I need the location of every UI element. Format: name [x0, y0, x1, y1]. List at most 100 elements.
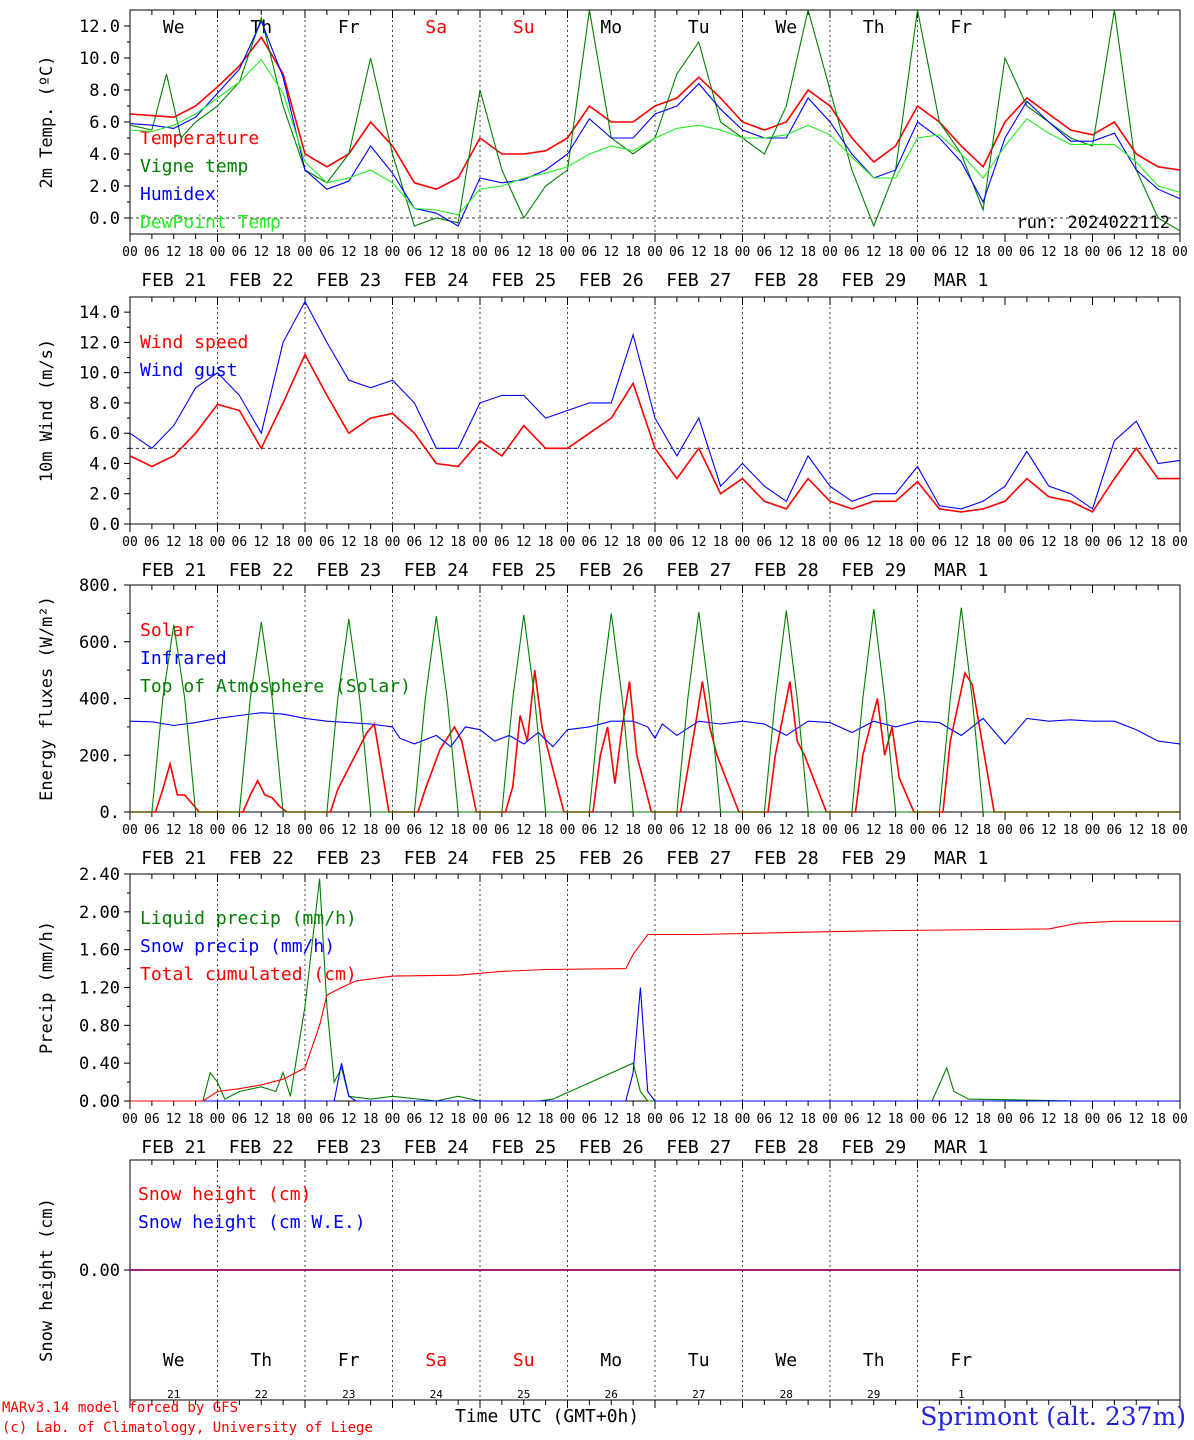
hour-tick-label: 18	[275, 1112, 291, 1127]
y-tick-label: 10.0	[79, 364, 120, 384]
hour-tick-label: 18	[800, 823, 816, 838]
hour-tick-label: 18	[188, 535, 204, 550]
y-tick-label: 10.0	[79, 49, 120, 69]
hour-tick-label: 00	[735, 245, 751, 260]
hour-tick-label: 12	[603, 823, 619, 838]
hour-tick-label: 00	[822, 245, 838, 260]
y-tick-label: 600.	[79, 633, 120, 653]
hour-tick-label: 18	[188, 1112, 204, 1127]
hour-tick-label: 12	[1041, 245, 1057, 260]
hour-tick-label: 00	[647, 1112, 663, 1127]
hour-tick-label: 18	[975, 1112, 991, 1127]
hour-tick-label: 00	[910, 1112, 926, 1127]
weekday-label: Fr	[950, 17, 972, 38]
hour-tick-label: 06	[932, 245, 948, 260]
series-line	[130, 987, 1180, 1102]
hour-tick-label: 18	[800, 535, 816, 550]
hour-tick-label: 06	[582, 823, 598, 838]
hour-tick-label: 00	[560, 245, 576, 260]
y-axis-label: Snow height (cm)	[37, 1198, 57, 1362]
hour-tick-label: 18	[625, 1112, 641, 1127]
hour-tick-label: 12	[341, 535, 357, 550]
hour-tick-label: 00	[560, 823, 576, 838]
day-number-label: 29	[867, 1388, 880, 1401]
hour-tick-label: 18	[713, 245, 729, 260]
hour-tick-label: 18	[975, 535, 991, 550]
weekday-label: Th	[863, 17, 885, 38]
hour-tick-label: 00	[385, 1112, 401, 1127]
series-line	[129, 300, 1181, 510]
date-label: FEB 26	[579, 560, 644, 581]
hour-tick-label: 12	[1041, 535, 1057, 550]
y-tick-label: 0.0	[89, 209, 120, 229]
y-tick-label: 8.0	[89, 81, 120, 101]
series-line	[130, 607, 1180, 813]
hour-tick-label: 00	[472, 1112, 488, 1127]
y-tick-label: 400.	[79, 690, 120, 710]
hour-tick-label: 18	[363, 245, 379, 260]
series-line	[129, 712, 1181, 748]
hour-tick-label: 06	[1107, 245, 1123, 260]
hour-tick-label: 06	[407, 535, 423, 550]
series-line	[130, 669, 1180, 813]
day-number-label: 27	[692, 1388, 705, 1401]
station-name: Sprimont (alt. 237m)	[920, 1402, 1186, 1431]
y-tick-label: 1.20	[79, 979, 120, 999]
hour-tick-label: 06	[407, 245, 423, 260]
panel-frame	[129, 296, 1181, 525]
hour-tick-label: 06	[407, 1112, 423, 1127]
hour-tick-label: 06	[844, 823, 860, 838]
hour-tick-label: 06	[1107, 1112, 1123, 1127]
hour-tick-label: 06	[669, 823, 685, 838]
hour-tick-label: 00	[997, 1112, 1013, 1127]
hour-tick-label: 18	[363, 823, 379, 838]
y-tick-label: 2.0	[89, 485, 120, 505]
hour-tick-label: 12	[953, 1112, 969, 1127]
hour-tick-label: 06	[494, 823, 510, 838]
date-label: FEB 26	[579, 848, 644, 869]
hour-tick-label: 00	[735, 535, 751, 550]
hour-tick-label: 00	[647, 535, 663, 550]
hour-tick-label: 00	[822, 823, 838, 838]
weekday-label: Su	[513, 1350, 535, 1371]
date-label: FEB 24	[404, 848, 469, 869]
hour-tick-label: 00	[560, 535, 576, 550]
hour-tick-label: 18	[363, 1112, 379, 1127]
hour-tick-label: 12	[778, 245, 794, 260]
legend-entry: Snow height (cm)	[138, 1184, 311, 1205]
hour-tick-label: 06	[844, 535, 860, 550]
hour-tick-label: 00	[647, 245, 663, 260]
weekday-label: Fr	[950, 1350, 972, 1371]
date-label: FEB 23	[316, 848, 381, 869]
legend-entry: Snow precip (mm/h)	[140, 936, 335, 957]
y-tick-label: 12.0	[79, 17, 120, 37]
weekday-label: Mo	[600, 1350, 622, 1371]
hour-tick-label: 12	[603, 245, 619, 260]
hour-tick-label: 00	[297, 535, 313, 550]
hour-tick-label: 06	[144, 245, 160, 260]
day-number-label: 1	[958, 1388, 965, 1401]
y-tick-label: 2.00	[79, 903, 120, 923]
hour-tick-label: 12	[341, 823, 357, 838]
hour-tick-label: 18	[538, 1112, 554, 1127]
hour-tick-label: 12	[253, 1112, 269, 1127]
hour-tick-label: 06	[319, 1112, 335, 1127]
hour-tick-label: 06	[757, 1112, 773, 1127]
hour-tick-label: 00	[822, 535, 838, 550]
hour-tick-label: 18	[1150, 1112, 1166, 1127]
hour-tick-label: 00	[297, 1112, 313, 1127]
hour-tick-label: 12	[1128, 535, 1144, 550]
y-tick-label: 4.0	[89, 454, 120, 474]
hour-tick-label: 12	[253, 535, 269, 550]
hour-tick-label: 00	[385, 245, 401, 260]
weekday-label: We	[163, 1350, 185, 1371]
hour-tick-label: 00	[297, 823, 313, 838]
hour-tick-label: 12	[253, 823, 269, 838]
hour-tick-label: 00	[122, 245, 138, 260]
date-label: FEB 27	[666, 1137, 731, 1158]
hour-tick-label: 12	[953, 535, 969, 550]
date-label: FEB 22	[229, 848, 294, 869]
hour-tick-label: 12	[1128, 245, 1144, 260]
date-label: MAR 1	[934, 270, 988, 291]
series-line	[129, 58, 1181, 216]
